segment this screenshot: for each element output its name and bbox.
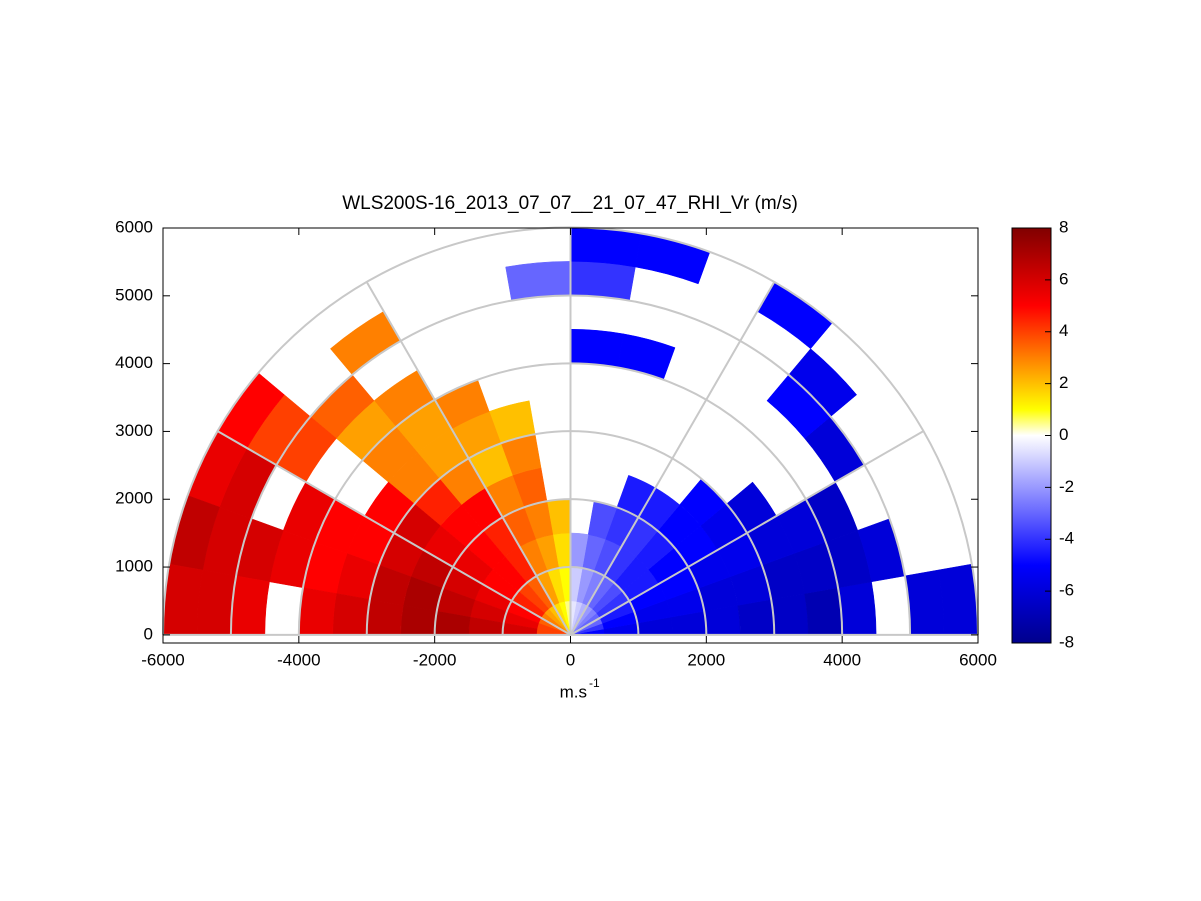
x-tick-label: 4000 — [823, 650, 861, 669]
field-cell — [570, 328, 624, 368]
x-tick-label: -2000 — [413, 650, 456, 669]
y-tick-label: 0 — [144, 624, 153, 643]
colorbar-tick-label: -2 — [1059, 477, 1074, 496]
field-cell — [837, 581, 877, 636]
field-cell — [162, 563, 203, 636]
x-tick-label: 2000 — [687, 650, 725, 669]
spoke — [217, 430, 572, 636]
y-tick-label: 1000 — [115, 557, 153, 576]
x-tick-label: -4000 — [277, 650, 320, 669]
field-cell — [298, 587, 337, 636]
field-cell — [505, 261, 571, 301]
field-cell — [770, 593, 809, 636]
field-cell — [366, 599, 404, 636]
field-cell — [332, 593, 371, 636]
colorbar-tick-label: -8 — [1059, 632, 1074, 651]
x-axis-label-superscript: -1 — [589, 676, 600, 690]
spoke — [569, 281, 776, 636]
colorbar-scale — [1011, 227, 1052, 644]
chart-title: WLS200S-16_2013_07_07__21_07_47_RHI_Vr (… — [342, 193, 798, 214]
colorbar: -8 -6 -4 -2 0 2 4 6 8 — [1011, 217, 1074, 651]
colorbar-tick-label: 0 — [1059, 425, 1068, 444]
field-cell — [938, 563, 979, 636]
y-tick-label: 3000 — [115, 421, 153, 440]
y-tick-label: 5000 — [115, 285, 153, 304]
colorbar-tick-label: 6 — [1059, 269, 1068, 288]
field-cell — [804, 587, 843, 636]
x-axis-label: m.s — [560, 682, 587, 701]
field-cell — [570, 261, 636, 301]
field-cell — [570, 227, 642, 268]
y-tick-label: 2000 — [115, 489, 153, 508]
spoke — [569, 430, 924, 636]
colorbar-tick-label: -4 — [1059, 529, 1074, 548]
colorbar-tick-label: 4 — [1059, 321, 1068, 340]
x-tick-label: -6000 — [141, 650, 184, 669]
field-cell — [230, 575, 270, 636]
axes: -6000 -4000 -2000 0 2000 4000 6000 0 1000 2000 300… — [115, 217, 997, 669]
y-tick-label: 4000 — [115, 353, 153, 372]
colorbar-tick-label: -6 — [1059, 581, 1074, 600]
colorbar-tick-label: 8 — [1059, 217, 1068, 236]
polar-grid — [162, 226, 979, 636]
field-cell — [737, 599, 775, 636]
colorbar-tick-label: 2 — [1059, 373, 1068, 392]
x-tick-label: 6000 — [959, 650, 997, 669]
spoke — [365, 281, 572, 636]
x-tick-label: 0 — [566, 650, 575, 669]
y-tick-label: 6000 — [115, 217, 153, 236]
